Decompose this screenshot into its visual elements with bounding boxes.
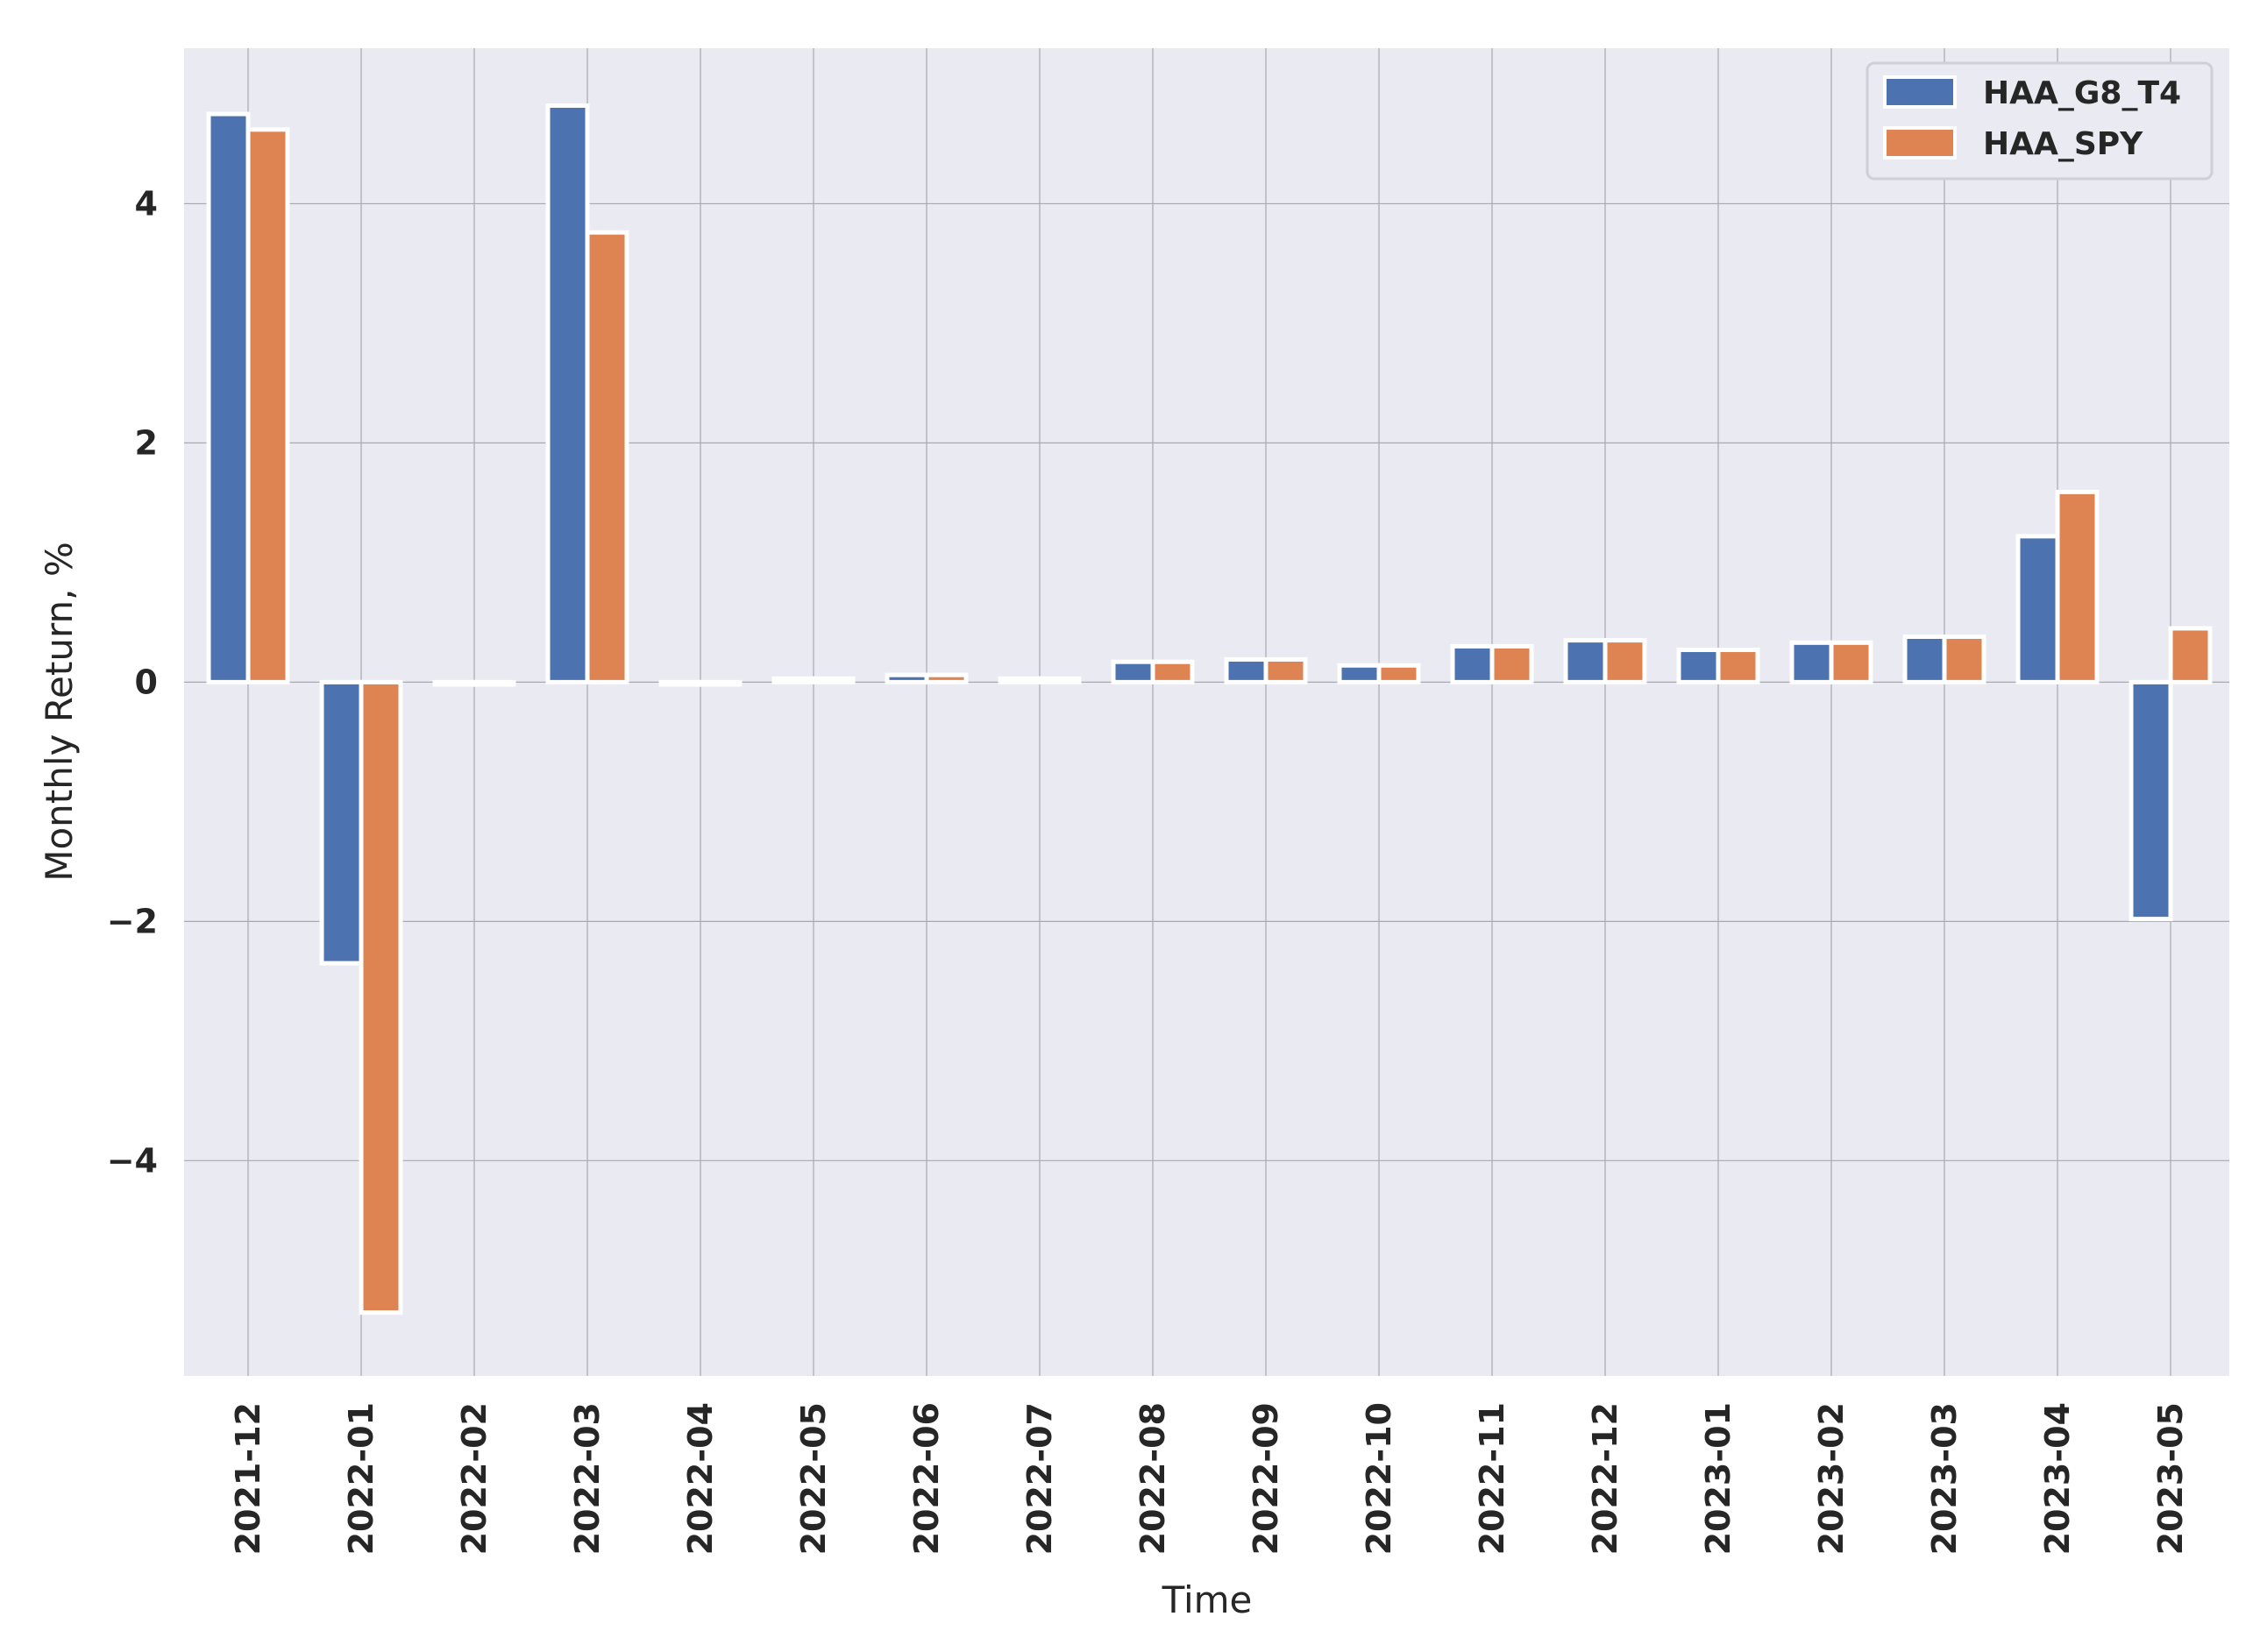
x-tick-label: 2023-03	[1925, 1402, 1964, 1555]
x-tick-label: 2023-05	[2151, 1402, 2190, 1555]
legend-label: HAA_SPY	[1983, 126, 2143, 162]
bars	[206, 103, 2213, 1315]
x-tick-label: 2022-11	[1473, 1402, 1511, 1555]
y-tick-label: −2	[107, 902, 158, 940]
bar-haa-spy-2023-04	[2055, 489, 2100, 684]
bar-haa-g8-t4-2023-04	[2015, 534, 2060, 684]
legend-label: HAA_G8_T4	[1983, 75, 2181, 111]
bar-haa-g8-t4-2023-03	[1902, 635, 1947, 684]
bar-haa-spy-2023-01	[1716, 648, 1760, 684]
plot-area	[184, 48, 2229, 1376]
bar-haa-spy-2022-06	[924, 672, 969, 684]
bar-haa-spy-2022-10	[1376, 663, 1421, 684]
bar-haa-g8-t4-2022-02	[432, 679, 477, 687]
bar-haa-g8-t4-2022-11	[1450, 643, 1495, 684]
y-tick-label: 2	[135, 423, 158, 462]
x-tick-label: 2022-07	[1020, 1402, 1059, 1555]
bar-haa-g8-t4-2022-09	[1224, 656, 1269, 684]
x-tick-label: 2022-03	[568, 1402, 607, 1555]
bar-haa-g8-t4-2023-02	[1789, 640, 1834, 684]
x-tick-label: 2022-10	[1360, 1402, 1398, 1555]
bar-haa-spy-2022-02	[472, 679, 516, 687]
bar-haa-spy-2021-12	[245, 127, 290, 684]
x-tick-label: 2022-04	[681, 1402, 720, 1555]
bar-haa-g8-t4-2022-12	[1563, 638, 1608, 684]
bar-haa-g8-t4-2022-04	[658, 679, 703, 687]
bar-haa-spy-2022-08	[1150, 659, 1195, 684]
bar-haa-g8-t4-2022-10	[1337, 663, 1382, 684]
x-tick-label: 2022-05	[794, 1402, 833, 1555]
bar-haa-spy-2022-11	[1489, 643, 1534, 684]
bar-haa-g8-t4-2023-01	[1676, 648, 1721, 684]
bar-haa-spy-2023-05	[2168, 626, 2213, 684]
x-tick-label: 2023-04	[2038, 1402, 2077, 1555]
bar-haa-g8-t4-2021-12	[206, 111, 251, 684]
x-tick-label: 2022-09	[1247, 1402, 1285, 1555]
bar-haa-spy-2022-03	[585, 230, 629, 684]
y-tick-label: −4	[107, 1141, 158, 1180]
bar-haa-g8-t4-2023-05	[2129, 679, 2173, 922]
x-tick-label: 2022-01	[342, 1402, 380, 1555]
bar-haa-spy-2022-07	[1037, 676, 1082, 684]
bar-haa-g8-t4-2022-06	[885, 672, 929, 684]
x-tick-label: 2022-08	[1134, 1402, 1172, 1555]
legend: HAA_G8_T4 HAA_SPY	[1866, 61, 2214, 181]
bar-haa-g8-t4-2022-08	[1111, 659, 1155, 684]
x-tick-label: 2021-12	[229, 1402, 267, 1555]
bar-haa-spy-2022-12	[1603, 638, 1647, 684]
y-axis-label: Monthly Return, %	[38, 542, 81, 882]
x-tick-labels: 2021-12 2022-01 2022-02 2022-03 2022-04 2022-…	[229, 1402, 2190, 1555]
y-tick-label: 0	[135, 663, 158, 701]
bar-haa-g8-t4-2022-01	[319, 679, 364, 966]
x-tick-label: 2022-12	[1586, 1402, 1624, 1555]
legend-swatch	[1883, 126, 1957, 160]
x-axis-label: Time	[1162, 1578, 1253, 1621]
y-tick-label: 4	[135, 184, 158, 223]
x-tick-label: 2022-02	[455, 1402, 494, 1555]
legend-swatch	[1883, 75, 1957, 109]
bar-haa-g8-t4-2022-03	[545, 103, 590, 684]
x-tick-label: 2023-01	[1699, 1402, 1738, 1555]
bar-haa-spy-2023-02	[1829, 640, 1873, 684]
x-tick-label: 2023-02	[1812, 1402, 1851, 1555]
bar-haa-g8-t4-2022-07	[998, 676, 1042, 684]
bar-haa-spy-2023-03	[1942, 635, 1986, 684]
bar-haa-spy-2022-09	[1263, 656, 1308, 684]
y-tick-labels: 4 2 0 −2 −4	[107, 184, 158, 1180]
x-tick-label: 2022-06	[907, 1402, 946, 1555]
bar-haa-spy-2022-04	[698, 679, 743, 687]
bar-haa-spy-2022-05	[811, 676, 856, 684]
bar-haa-spy-2022-01	[359, 679, 403, 1315]
bar-haa-g8-t4-2022-05	[771, 676, 816, 684]
